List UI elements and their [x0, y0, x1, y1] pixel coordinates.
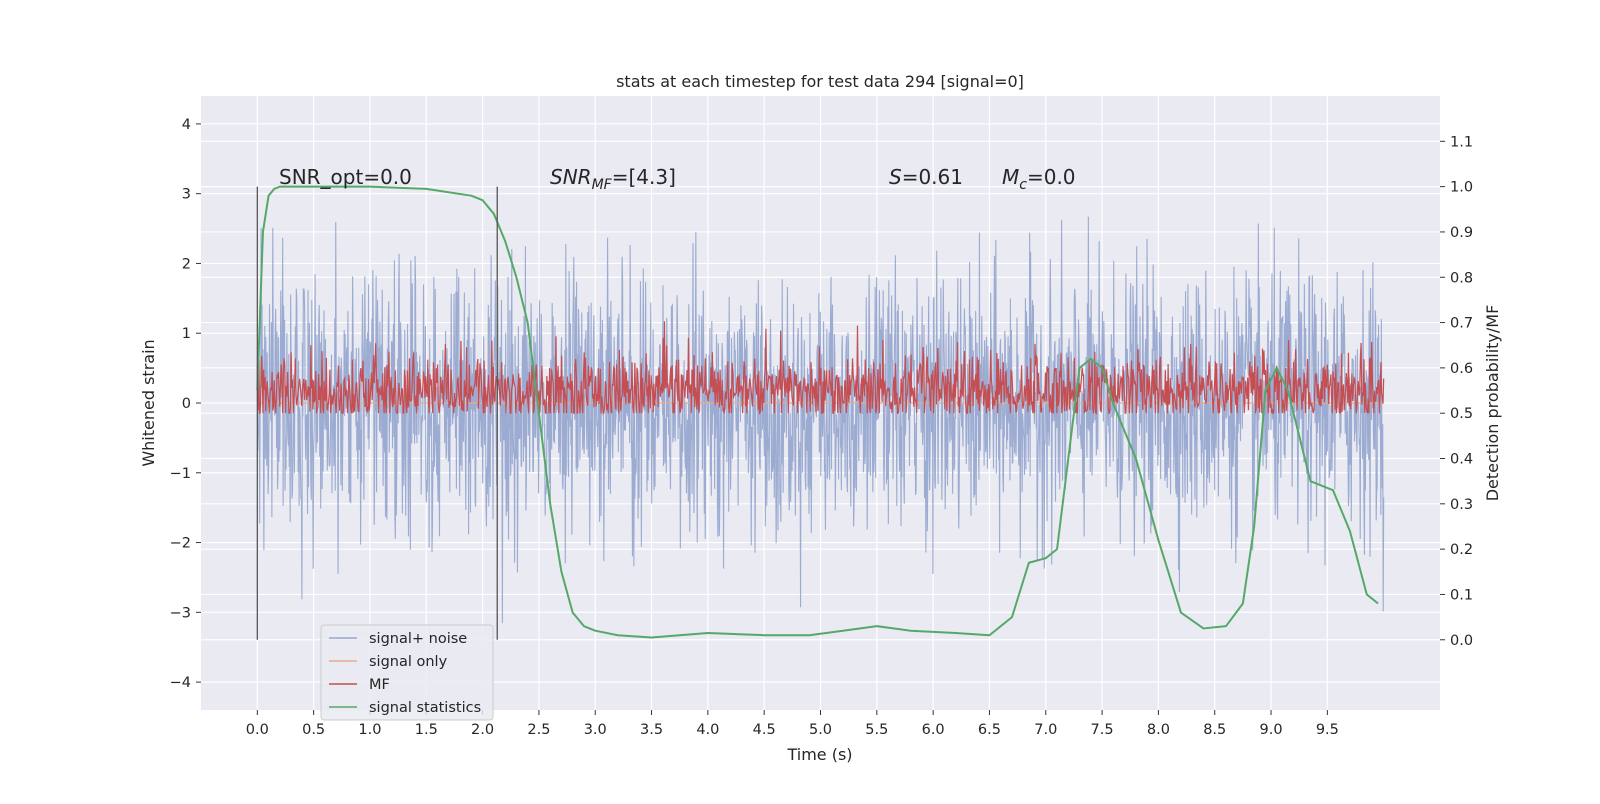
legend-label-signal-only: signal only	[369, 654, 448, 670]
x-tick-label: 1.5	[415, 722, 438, 738]
x-tick-label: 5.0	[809, 722, 832, 738]
legend: signal+ noise signal only MF signal stat…	[320, 624, 494, 721]
y2-tick-label: 0.2	[1450, 542, 1473, 558]
x-tick-label: 3.0	[584, 722, 607, 738]
x-axis-label: Time (s)	[786, 745, 852, 764]
y2-tick-label: 1.0	[1450, 180, 1473, 196]
annotation-snr-opt: SNR_opt=0.0	[279, 165, 412, 189]
x-tick-label: 8.5	[1203, 722, 1226, 738]
y-tick-label: −4	[170, 675, 191, 691]
mc-sub: c	[1019, 177, 1027, 193]
x-tick-label: 5.5	[865, 722, 888, 738]
x-tick-label: 4.0	[696, 722, 719, 738]
mc-symbol: M	[1002, 165, 1019, 189]
x-tick-label: 2.5	[527, 722, 550, 738]
x-tick-label: 1.0	[358, 722, 381, 738]
y2-tick-label: 1.1	[1450, 134, 1473, 150]
annotation-s: S=0.61	[889, 165, 963, 189]
annotation-mc: Mc=0.0	[1002, 165, 1076, 193]
legend-box	[320, 624, 494, 721]
x-tick-label: 2.0	[471, 722, 494, 738]
x-tick-label: 3.5	[640, 722, 663, 738]
axis-layer: 0.0 0.5 1.0 1.5 2.0 2.5 3.0 3.5 4.0 4.5 5.0 5.5 6.0 6…	[170, 117, 1473, 738]
y-axis-label: Whitened strain	[139, 339, 158, 466]
s-symbol: S	[889, 165, 902, 189]
x-tick-label: 4.5	[753, 722, 776, 738]
legend-label-signal-statistics: signal statistics	[369, 700, 481, 716]
s-value: =0.61	[902, 165, 963, 189]
snr-mf-value: =[4.3]	[612, 165, 676, 189]
y2-tick-label: 0.7	[1450, 316, 1473, 332]
series-mf-line	[256, 321, 1385, 416]
y2-tick-label: 0.9	[1450, 225, 1473, 241]
y2-tick-label: 0.8	[1450, 270, 1473, 286]
x-tick-label: 6.0	[922, 722, 945, 738]
y2-tick-label: 0.1	[1450, 587, 1473, 603]
y-tick-label: 1	[182, 326, 191, 342]
y2-tick-label: 0.6	[1450, 361, 1473, 377]
y2-tick-label: 0.4	[1450, 452, 1473, 468]
series-signal-statistics-line	[256, 185, 1379, 639]
y-tick-label: −3	[170, 605, 191, 621]
y-tick-label: 4	[182, 117, 191, 133]
series-signal-noise-line	[256, 216, 1385, 624]
x-tick-label: 6.5	[978, 722, 1001, 738]
y2-tick-label: 0.3	[1450, 497, 1473, 513]
x-tick-label: 0.0	[246, 722, 269, 738]
chart-title: stats at each timestep for test data 294…	[616, 72, 1024, 91]
x-tick-label: 7.0	[1034, 722, 1057, 738]
y-tick-label: 2	[182, 256, 191, 272]
y-tick-label: −1	[170, 466, 191, 482]
x-tick-label: 9.0	[1260, 722, 1283, 738]
x-tick-label: 8.0	[1147, 722, 1170, 738]
x-tick-label: 7.5	[1091, 722, 1114, 738]
y-tick-label: 0	[182, 396, 191, 412]
data-layer	[256, 185, 1385, 640]
annotation-snr-mf: SNRMF=[4.3]	[550, 165, 676, 193]
x-tick-label: 9.5	[1316, 722, 1339, 738]
legend-label-mf: MF	[369, 677, 390, 693]
y-tick-label: 3	[182, 187, 191, 203]
y-tick-label: −2	[170, 536, 191, 552]
y2-tick-label: 0.5	[1450, 406, 1473, 422]
legend-label-signal-noise: signal+ noise	[369, 631, 467, 647]
y2-tick-label: 0.0	[1450, 633, 1473, 649]
snr-mf-prefix: SNR	[550, 165, 592, 189]
x-tick-label: 0.5	[302, 722, 325, 738]
mc-value: =0.0	[1027, 165, 1076, 189]
y2-axis-label: Detection probability/MF	[1483, 305, 1502, 502]
snr-mf-sub: MF	[592, 177, 613, 193]
